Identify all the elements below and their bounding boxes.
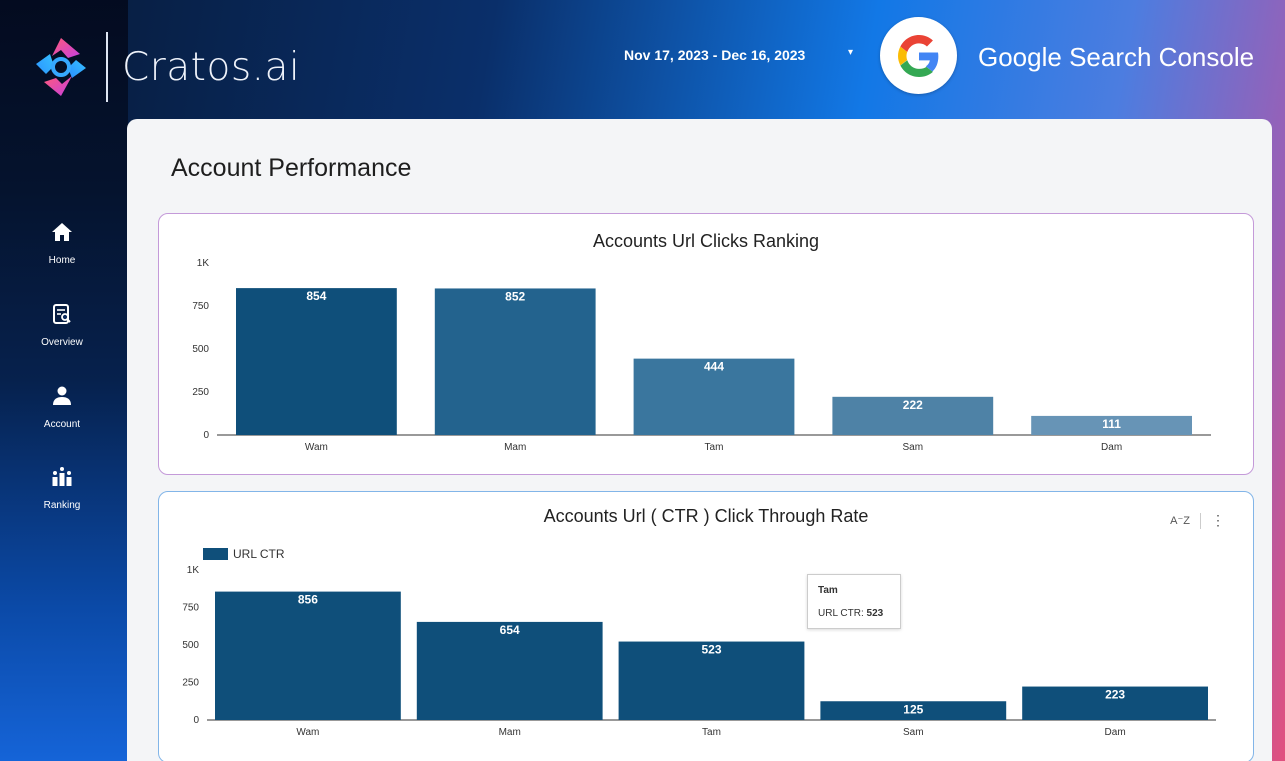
y-tick-label: 250 — [182, 678, 199, 689]
google-logo-icon — [880, 17, 957, 94]
y-tick-label: 1K — [187, 565, 200, 576]
home-icon — [52, 223, 72, 241]
bar — [820, 701, 1007, 720]
bar — [633, 358, 795, 435]
page-title: Account Performance — [171, 154, 412, 182]
y-tick-label: 250 — [192, 387, 209, 398]
report-search-icon — [53, 304, 71, 324]
x-tick-label: Mam — [504, 442, 526, 453]
chevron-down-icon[interactable]: ▾ — [848, 47, 854, 58]
x-tick-label: Mam — [499, 727, 521, 738]
bar-data-label: 856 — [298, 593, 318, 607]
ranking-icon — [52, 467, 72, 486]
bar — [416, 621, 603, 720]
sidebar-item-label: Home — [48, 255, 76, 266]
bar — [434, 288, 596, 435]
y-tick-label: 750 — [192, 301, 209, 312]
bar — [1031, 415, 1192, 435]
clicks-ranking-card: Accounts Url Clicks Ranking 0 250 500 750 1K… — [158, 213, 1254, 475]
bar-data-label: 222 — [903, 398, 923, 412]
date-range-picker[interactable]: Nov 17, 2023 - Dec 16, 2023 — [624, 47, 806, 63]
bar-data-label: 444 — [704, 360, 724, 374]
chart-title: Accounts Url Clicks Ranking — [592, 231, 820, 251]
x-tick-label: Sam — [903, 442, 924, 453]
chart-legend: URL CTR — [203, 547, 285, 561]
bar — [618, 641, 805, 720]
bar-tooltip: Tam URL CTR: 523 — [807, 574, 901, 629]
bar — [1022, 686, 1208, 720]
x-tick-label: Sam — [903, 727, 924, 738]
brand-name: Cratos.ai — [122, 44, 301, 90]
bar-data-label: 852 — [505, 289, 525, 303]
x-tick-label: Wam — [296, 727, 319, 738]
sidebar-item-label: Overview — [41, 337, 83, 348]
sidebar-item-account[interactable]: Account — [22, 384, 102, 432]
logo-divider — [106, 32, 108, 102]
bar — [215, 591, 401, 720]
sort-az-icon[interactable]: A⁻Z — [1170, 515, 1190, 527]
x-tick-label: Dam — [1105, 727, 1126, 738]
bar — [832, 396, 994, 435]
user-icon — [53, 386, 71, 405]
sidebar-item-home[interactable]: Home — [22, 220, 102, 268]
x-tick-label: Dam — [1101, 442, 1122, 453]
bar-data-label: 223 — [1105, 688, 1125, 702]
ctr-card: Accounts Url ( CTR ) Click Through Rate … — [158, 491, 1254, 761]
data-source-title: Google Search Console — [978, 42, 1255, 72]
more-vert-icon[interactable]: ⋮ — [1211, 512, 1225, 528]
tooltip-title: Tam — [818, 585, 838, 596]
x-tick-label: Wam — [305, 442, 328, 453]
x-tick-label: Tam — [705, 442, 724, 453]
bar-data-label: 654 — [500, 623, 520, 637]
bar-data-label: 111 — [1102, 417, 1121, 431]
main-panel: Account Performance Accounts Url Clicks … — [127, 119, 1272, 761]
bar-data-label: 854 — [306, 289, 326, 303]
bar-data-label: 125 — [903, 702, 923, 716]
y-tick-label: 500 — [192, 344, 209, 355]
sidebar-item-label: Ranking — [43, 500, 81, 511]
ctr-chart: 0 250 500 750 1K 856 Wam 654 Mam 523 Tam 125 Sam 223 D… — [182, 565, 1216, 738]
sidebar — [0, 0, 128, 761]
brand-logo[interactable]: Cratos.ai — [28, 32, 300, 102]
legend-swatch — [203, 548, 228, 560]
y-tick-label: 1K — [197, 258, 210, 269]
chart-title: Accounts Url ( CTR ) Click Through Rate — [543, 506, 869, 526]
sidebar-item-label: Account — [43, 419, 81, 430]
tooltip-value: 523 — [866, 608, 884, 619]
y-tick-label: 0 — [203, 430, 209, 441]
cratos-logo-icon — [36, 38, 86, 96]
sidebar-item-ranking[interactable]: Ranking — [22, 465, 102, 513]
legend-label: URL CTR — [233, 547, 285, 561]
sidebar-item-overview[interactable]: Overview — [22, 302, 102, 350]
clicks-ranking-chart: 0 250 500 750 1K 854 Wam 852 Mam 444 Tam 222 Sam 111 D… — [192, 258, 1211, 453]
tooltip-label: URL CTR: — [818, 608, 867, 619]
y-tick-label: 0 — [193, 715, 199, 726]
bar — [236, 288, 397, 435]
y-tick-label: 750 — [182, 603, 199, 614]
toolbar-divider — [1200, 512, 1201, 529]
x-tick-label: Tam — [702, 727, 721, 738]
bar-data-label: 523 — [701, 643, 721, 657]
chart-toolbar: A⁻Z ⋮ — [1170, 512, 1225, 529]
y-tick-label: 500 — [182, 640, 199, 651]
